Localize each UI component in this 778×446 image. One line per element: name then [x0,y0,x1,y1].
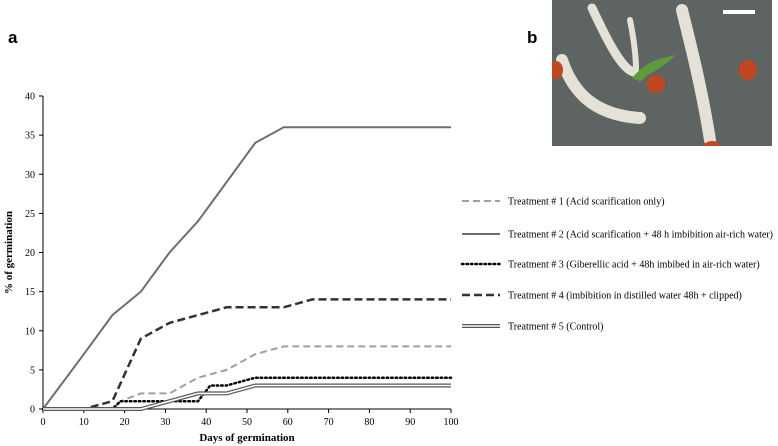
legend-label-1: Treatment # 1 (Acid scarification only) [508,197,665,208]
root-1 [587,3,639,77]
series-line-1 [43,345,451,410]
series-line-5-inner [43,384,451,410]
legend-label-2: Treatment # 2 (Acid scarification + 48 h… [508,230,773,241]
x-tick-label: 40 [201,417,211,428]
leaf-2 [638,64,652,82]
panel-label-a: a [8,28,18,47]
y-tick-label: 35 [25,131,35,142]
root-4 [676,4,716,146]
y-axis-title: % of germination [3,211,15,294]
y-tick-label: 30 [25,170,35,181]
scale-bar [723,10,755,14]
legend-label-4: Treatment # 4 (imbibition in distilled w… [508,291,742,302]
x-tick-label: 20 [120,417,130,428]
x-tick-label: 50 [242,417,252,428]
root-3 [556,54,646,124]
y-tick-label: 10 [25,326,35,337]
x-tick-label: 30 [160,417,170,428]
x-tick-label: 0 [41,417,46,428]
y-tick-label: 40 [25,92,35,103]
x-tick-label: 100 [444,417,459,428]
seed-1 [647,75,665,93]
series-line-2 [42,126,451,410]
x-tick-label: 60 [283,417,293,428]
y-tick-label: 0 [30,405,35,416]
seeds-group [552,60,757,146]
panel-label-b: b [527,28,538,47]
legend-label-5: Treatment # 5 (Control) [508,322,603,333]
series-line-3 [41,376,453,411]
y-tick-label: 5 [30,365,35,376]
x-tick-label: 10 [79,417,89,428]
roots-group [556,3,716,146]
series-line-5-outer [43,383,451,411]
x-tick-label: 70 [324,417,334,428]
seed-3 [739,60,757,80]
seedling-photo [552,0,772,146]
seed-2 [552,61,563,79]
x-tick-label: 80 [364,417,374,428]
x-axis-title: Days of germination [199,432,294,444]
photo-background [552,0,772,146]
leaves-group [632,55,676,82]
x-tick-label: 90 [405,417,415,428]
legend-label-3: Treatment # 3 (Giberellic acid + 48h imb… [508,260,760,271]
y-tick-label: 15 [25,287,35,298]
series-line-4 [43,298,451,411]
seed-4 [704,141,720,146]
y-tick-label: 20 [25,248,35,259]
y-tick-label: 25 [25,209,35,220]
root-2 [627,17,639,73]
